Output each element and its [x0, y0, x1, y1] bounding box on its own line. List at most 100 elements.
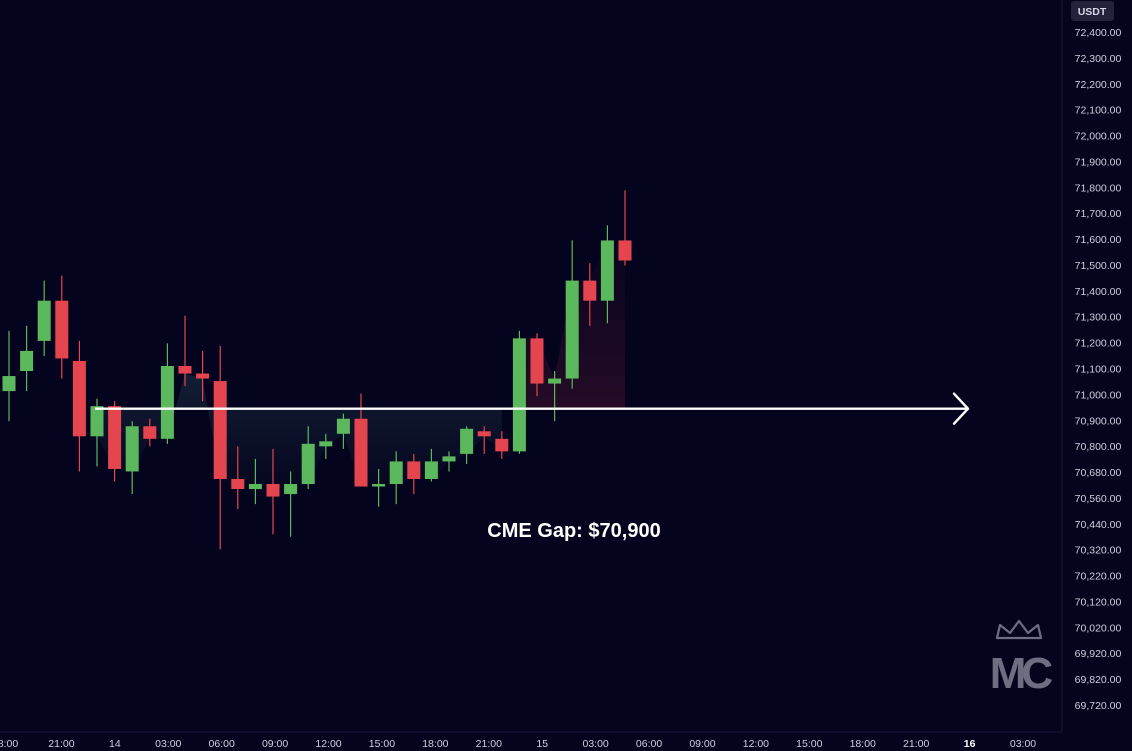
- candle-body: [389, 461, 403, 485]
- candle-body: [2, 376, 16, 392]
- candle: [319, 433, 333, 459]
- candle: [2, 330, 16, 422]
- candle-body: [530, 338, 544, 384]
- y-tick-label: 71,700.00: [1075, 208, 1122, 220]
- y-tick-label: 70,440.00: [1075, 519, 1122, 531]
- candle-body: [231, 478, 245, 490]
- y-tick-label: 69,820.00: [1075, 674, 1122, 686]
- candle: [583, 263, 597, 326]
- candle: [284, 471, 298, 537]
- mc-logo-watermark: MC: [990, 619, 1057, 698]
- candle-body: [248, 484, 262, 490]
- candle: [301, 426, 315, 490]
- candle: [512, 330, 526, 454]
- y-tick-label: 70,020.00: [1075, 622, 1122, 634]
- candle-body: [407, 461, 421, 479]
- x-tick-label: 18:00: [850, 738, 876, 750]
- cme-gap-line: [95, 392, 970, 425]
- x-tick-label: 14: [109, 738, 121, 750]
- y-tick-label: 70,800.00: [1075, 441, 1122, 453]
- candle-body: [424, 461, 438, 479]
- x-tick-label: 21:00: [476, 738, 502, 750]
- x-tick-label: 8:00: [0, 738, 18, 750]
- candle: [530, 333, 544, 397]
- candle-body: [565, 280, 579, 379]
- y-tick-label: 71,500.00: [1075, 260, 1122, 272]
- candle: [266, 448, 280, 535]
- candle-body: [442, 456, 456, 462]
- candle: [160, 343, 174, 444]
- y-tick-label: 71,100.00: [1075, 364, 1122, 376]
- svg-text:MC: MC: [990, 649, 1053, 698]
- candle-body: [72, 360, 86, 437]
- candle-body: [583, 280, 597, 301]
- candle-body: [548, 378, 562, 384]
- candle: [548, 371, 562, 422]
- candle: [336, 413, 350, 449]
- candle: [424, 448, 438, 482]
- candle-body: [143, 426, 157, 439]
- y-tick-label: 71,600.00: [1075, 234, 1122, 246]
- candle: [178, 315, 192, 387]
- candle-body: [160, 365, 174, 439]
- candle-body: [37, 300, 51, 341]
- y-tick-label: 70,120.00: [1075, 596, 1122, 608]
- y-tick-label: 72,200.00: [1075, 79, 1122, 91]
- candle: [143, 418, 157, 447]
- candles-group: [2, 190, 632, 550]
- x-tick-label: 12:00: [315, 738, 341, 750]
- candle: [600, 225, 614, 324]
- candle: [477, 426, 491, 454]
- candle-body: [284, 484, 298, 495]
- y-tick-label: 71,900.00: [1075, 156, 1122, 168]
- candle-body: [301, 443, 315, 485]
- y-tick-label: 70,900.00: [1075, 415, 1122, 427]
- candle-body: [477, 431, 491, 437]
- candle: [213, 345, 227, 550]
- candle-body: [90, 406, 104, 437]
- y-tick-label: 70,560.00: [1075, 493, 1122, 505]
- y-tick-label: 69,920.00: [1075, 648, 1122, 660]
- currency-label: USDT: [1078, 6, 1107, 18]
- gap-fill-area: [97, 373, 502, 497]
- y-tick-label: 71,400.00: [1075, 286, 1122, 298]
- x-tick-label: 03:00: [155, 738, 181, 750]
- candle-body: [55, 300, 69, 359]
- candle: [90, 398, 104, 467]
- x-tick-label: 21:00: [903, 738, 929, 750]
- candle: [231, 446, 245, 510]
- x-tick-label: 06:00: [209, 738, 235, 750]
- candle-body: [319, 441, 333, 447]
- price-axis: USDT 72,400.00 72,300.00 72,200.00 72,100.0…: [1061, 0, 1122, 732]
- y-tick-label: 70,320.00: [1075, 545, 1122, 557]
- candle-body: [618, 240, 632, 261]
- candle: [372, 468, 386, 507]
- candle-body: [460, 428, 474, 454]
- x-tick-label: 03:00: [1010, 738, 1036, 750]
- candle: [37, 280, 51, 356]
- y-tick-label: 71,200.00: [1075, 338, 1122, 350]
- crown-icon: [995, 619, 1043, 640]
- x-tick-label: 15:00: [369, 738, 395, 750]
- candle-body: [495, 438, 509, 452]
- y-tick-label: 70,220.00: [1075, 571, 1122, 583]
- y-tick-label: 71,300.00: [1075, 312, 1122, 324]
- candle-body: [213, 381, 227, 479]
- candle-body: [108, 406, 122, 469]
- x-tick-label: 15: [536, 738, 548, 750]
- candle-body: [336, 418, 350, 434]
- y-tick-label: 71,800.00: [1075, 182, 1122, 194]
- x-tick-label: 03:00: [582, 738, 608, 750]
- candle: [55, 275, 69, 379]
- y-tick-label: 71,000.00: [1075, 389, 1122, 401]
- candle: [196, 350, 210, 402]
- candle: [618, 190, 632, 266]
- candle-body: [600, 240, 614, 301]
- candle: [125, 421, 139, 495]
- candle-body: [196, 373, 210, 379]
- arrow-head-icon: [952, 392, 970, 425]
- time-axis: 8:00 21:00 14 03:00 06:00 09:00 12:00 15:00 18:0…: [0, 731, 1062, 750]
- candle: [72, 340, 86, 472]
- y-tick-label: 72,000.00: [1075, 131, 1122, 143]
